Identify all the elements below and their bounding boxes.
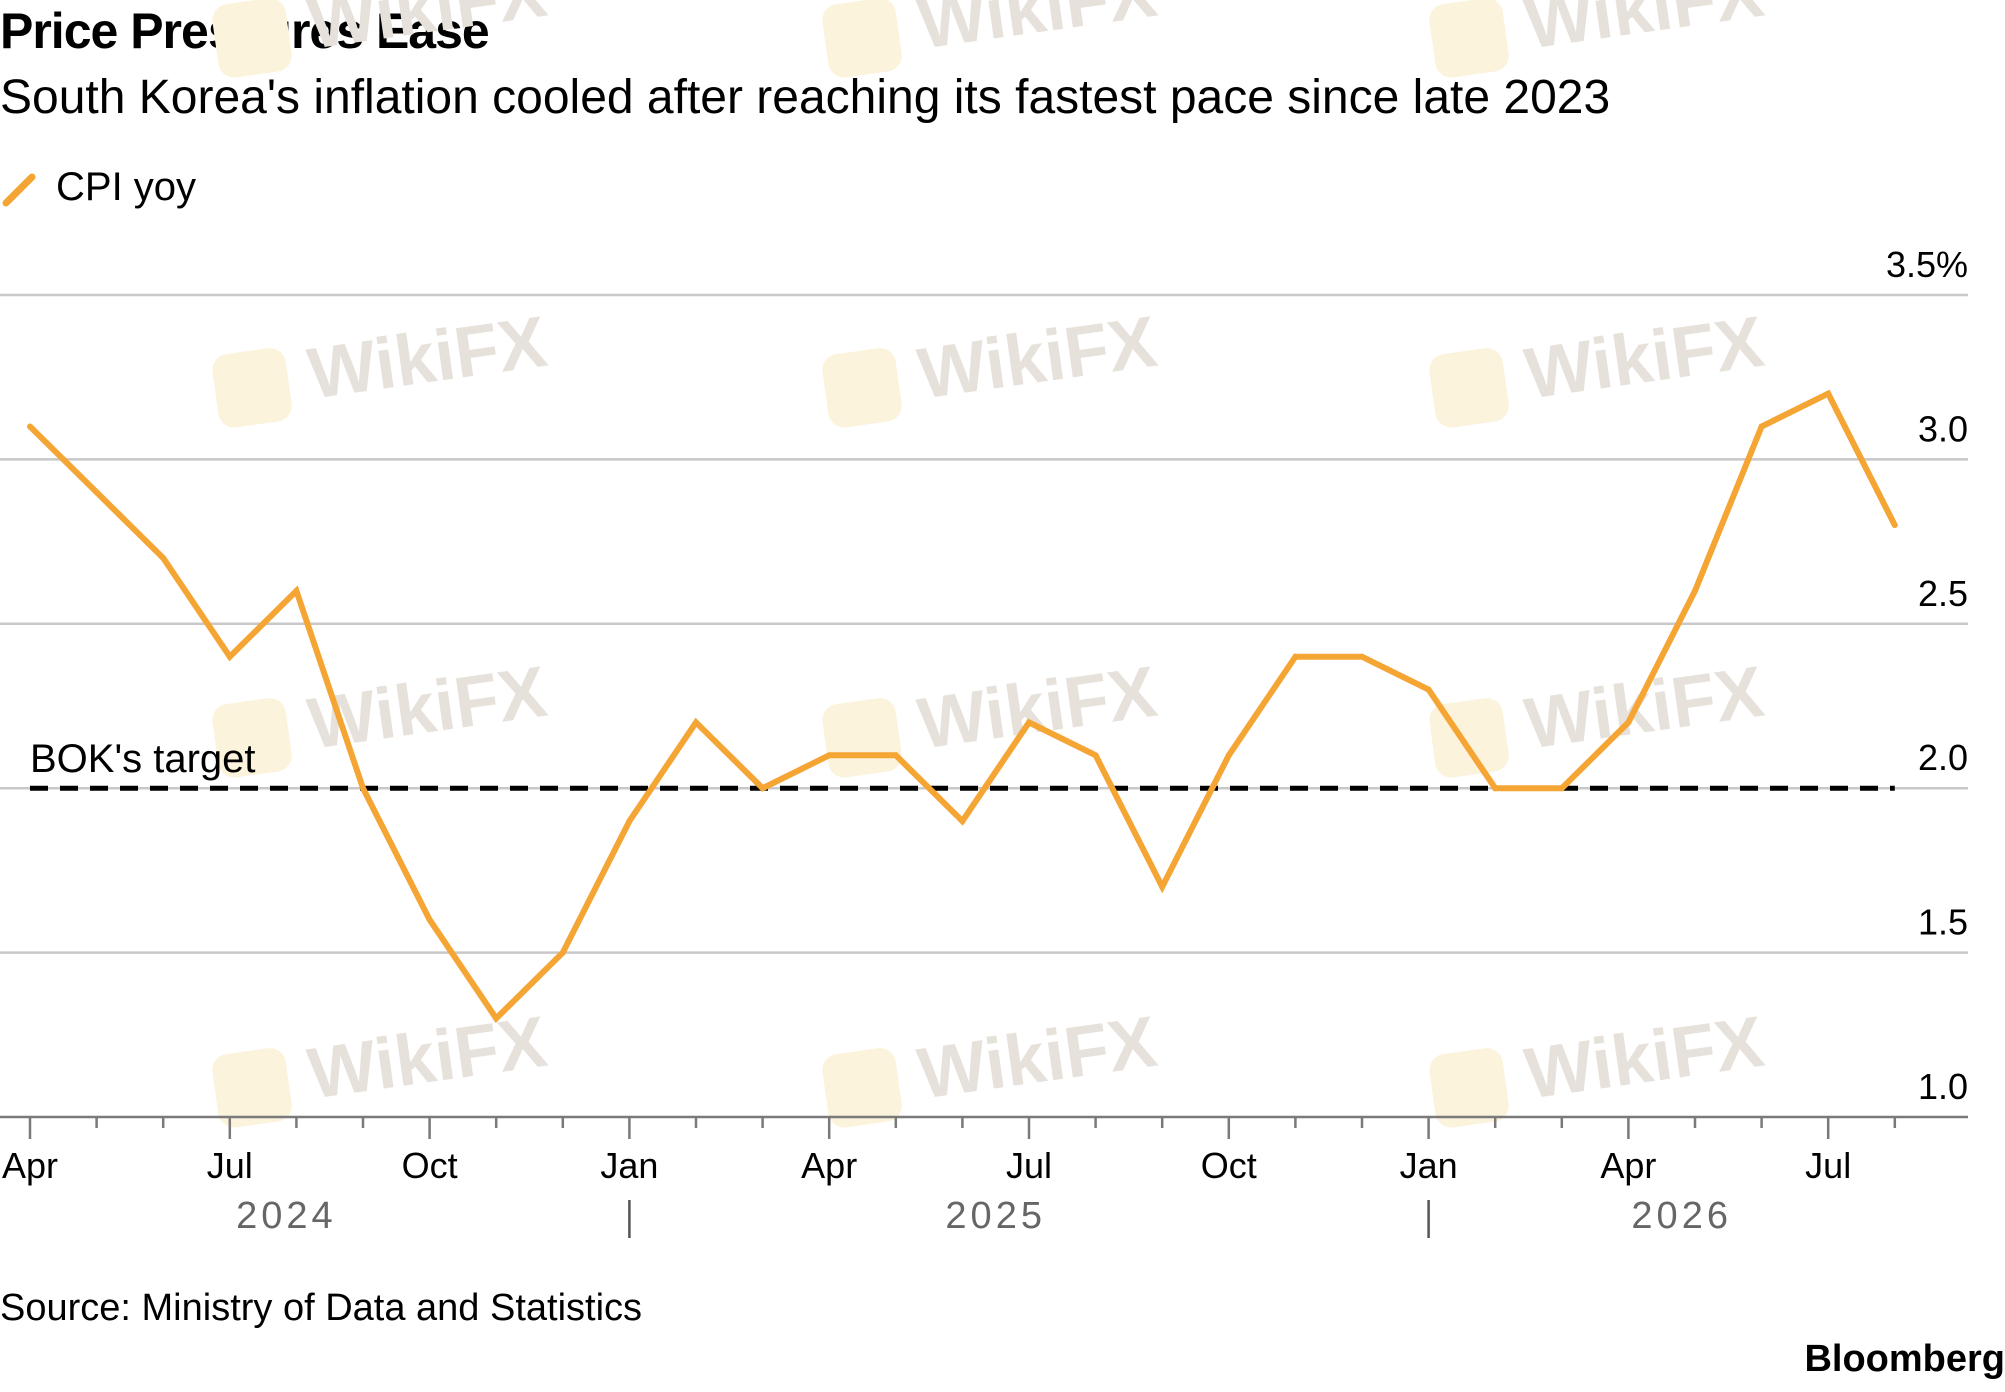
legend-swatch xyxy=(2,173,36,207)
source-note: Source: Ministry of Data and Statistics xyxy=(0,1287,643,1329)
data-point xyxy=(160,555,167,562)
data-point xyxy=(1692,587,1698,594)
y-axis: 1.0 1.5 2.0 2.5 3.0 3.5% xyxy=(1886,244,1968,1107)
data-point xyxy=(1092,752,1099,759)
data-point xyxy=(226,653,233,660)
watermark-logo xyxy=(822,348,902,428)
data-point xyxy=(826,752,833,759)
data-point xyxy=(1225,752,1232,759)
data-point xyxy=(1558,785,1565,792)
x-tick-label: Jan xyxy=(1400,1145,1458,1186)
x-tick-label: Apr xyxy=(1600,1145,1656,1186)
watermark-logo xyxy=(822,0,902,78)
brand-logo: Bloomberg xyxy=(1804,1338,2005,1380)
data-point xyxy=(626,818,633,825)
data-point xyxy=(1159,883,1166,890)
data-point xyxy=(1891,522,1898,529)
watermark-text: WikiFX xyxy=(913,302,1161,415)
x-axis: Apr Jul Oct Jan Apr Jul Oct Jan Apr Jul 2024 2025 20… xyxy=(0,1115,1968,1238)
x-tick-label: Jul xyxy=(1006,1145,1052,1186)
data-point xyxy=(293,587,300,594)
watermark-text: WikiFX xyxy=(913,652,1161,765)
watermark-logo xyxy=(822,1048,902,1128)
x-tick-label: Jul xyxy=(207,1145,253,1186)
data-point xyxy=(1625,719,1632,726)
watermark-text: WikiFX xyxy=(1520,1002,1768,1115)
y-tick-label: 1.5 xyxy=(1918,902,1968,943)
watermark-text: WikiFX xyxy=(1520,302,1768,415)
data-point xyxy=(360,785,366,792)
watermark-logo xyxy=(212,0,292,78)
watermark: WikiFX xyxy=(1429,302,1768,428)
watermark-text: WikiFX xyxy=(303,0,551,64)
watermark-layer: WikiFX WikiFX WikiFX WikiFX WikiFX WikiFX Wiki… xyxy=(212,0,1768,1128)
x-tick-label: Jul xyxy=(1805,1145,1851,1186)
data-point xyxy=(892,752,899,759)
watermark: WikiFX xyxy=(822,0,1161,78)
data-point xyxy=(1492,785,1499,792)
year-label: 2024 xyxy=(236,1195,337,1237)
watermark: WikiFX xyxy=(212,1002,551,1128)
year-label: 2025 xyxy=(945,1195,1046,1237)
x-tick-label: Oct xyxy=(402,1145,458,1186)
data-point xyxy=(1758,423,1765,430)
data-point xyxy=(1026,719,1032,726)
legend-label-cpi-yoy: CPI yoy xyxy=(56,164,197,209)
data-point xyxy=(959,818,966,825)
x-tick-label: Jan xyxy=(600,1145,658,1186)
watermark-text: WikiFX xyxy=(1520,652,1768,765)
legend: CPI yoy xyxy=(0,160,196,214)
data-point xyxy=(426,916,433,923)
watermark-text: WikiFX xyxy=(303,302,551,415)
watermark: WikiFX xyxy=(822,302,1161,428)
year-label: 2026 xyxy=(1631,1195,1732,1237)
watermark: WikiFX xyxy=(1429,0,1768,78)
data-point xyxy=(1425,686,1432,693)
watermark-text: WikiFX xyxy=(303,652,551,765)
y-tick-label: 1.0 xyxy=(1918,1066,1968,1107)
reference-line-group: BOK's target xyxy=(30,737,1895,791)
watermark-logo xyxy=(1429,1048,1509,1128)
watermark-text: WikiFX xyxy=(1520,0,1768,64)
data-point xyxy=(559,949,566,956)
data-point xyxy=(93,489,100,496)
watermark-logo xyxy=(822,698,902,778)
watermark-logo xyxy=(212,348,292,428)
data-point xyxy=(1359,653,1365,660)
x-tick-label: Oct xyxy=(1201,1145,1257,1186)
watermark: WikiFX xyxy=(822,652,1161,778)
watermark-logo xyxy=(1429,0,1509,78)
data-point xyxy=(27,423,33,430)
watermark: WikiFX xyxy=(212,0,551,78)
watermark-text: WikiFX xyxy=(303,1002,551,1115)
y-tick-label: 2.5 xyxy=(1918,573,1968,614)
watermark-logo xyxy=(212,698,292,778)
data-point xyxy=(759,785,766,792)
watermark-text: WikiFX xyxy=(913,1002,1161,1115)
watermark: WikiFX xyxy=(212,302,551,428)
watermark-text: WikiFX xyxy=(913,0,1161,64)
watermark: WikiFX xyxy=(822,1002,1161,1128)
y-tick-label: 3.5% xyxy=(1886,244,1968,285)
y-tick-label: 2.0 xyxy=(1918,737,1968,778)
x-tick-label: Apr xyxy=(2,1145,58,1186)
chart-subtitle: South Korea's inflation cooled after rea… xyxy=(0,71,1611,124)
data-point xyxy=(493,1015,500,1022)
reference-line-label: BOK's target xyxy=(30,737,256,781)
watermark: WikiFX xyxy=(1429,1002,1768,1128)
data-point xyxy=(1825,390,1832,397)
series-layer xyxy=(27,389,1898,1024)
data-point xyxy=(693,719,699,726)
x-tick-label: Apr xyxy=(801,1145,857,1186)
y-tick-label: 3.0 xyxy=(1918,408,1968,449)
data-point xyxy=(1292,653,1299,660)
watermark-logo xyxy=(212,1048,292,1128)
watermark-logo xyxy=(1429,348,1509,428)
watermark: WikiFX xyxy=(212,652,551,778)
